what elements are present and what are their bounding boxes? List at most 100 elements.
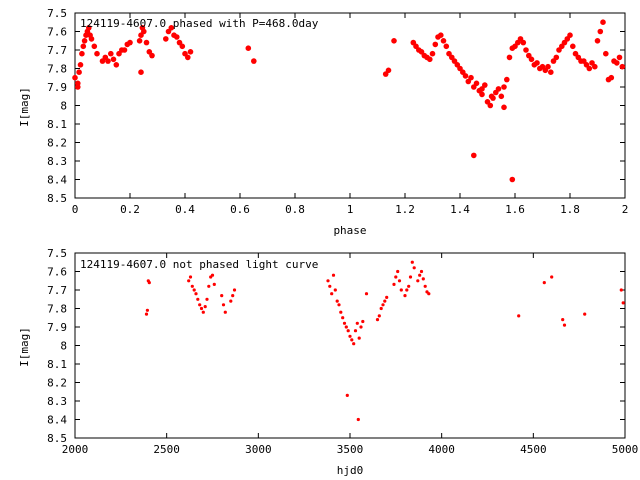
data-point (614, 60, 620, 66)
data-point (203, 305, 207, 309)
y-tick-label: 8.4 (47, 414, 67, 427)
data-point (427, 292, 431, 296)
data-point (94, 50, 100, 57)
data-point (357, 336, 361, 340)
data-point (127, 39, 133, 46)
data-point (473, 80, 480, 87)
data-point (570, 43, 576, 50)
data-point (147, 281, 151, 285)
data-point (381, 303, 385, 307)
data-point (201, 310, 205, 314)
y-tick-label: 8.4 (47, 174, 67, 187)
data-point (594, 38, 601, 44)
data-point (550, 275, 554, 279)
data-point (440, 38, 447, 44)
data-point (194, 292, 198, 296)
data-point (421, 277, 425, 281)
data-point (501, 104, 507, 111)
data-point (438, 32, 444, 38)
data-point (110, 56, 117, 63)
data-point (479, 86, 485, 92)
data-point (385, 67, 392, 74)
y-tick-label: 7.9 (47, 321, 67, 334)
x-tick-label: 1.6 (505, 203, 525, 216)
data-point (600, 19, 606, 26)
data-point (77, 62, 84, 68)
unphased-light-curve-panel: 2000 2500 3000 3500 4000 4500 5000 7.5 7.6 7.7 7.8… (18, 247, 638, 477)
data-point (168, 25, 175, 31)
data-point (220, 294, 224, 298)
data-point (479, 91, 485, 98)
y-axis-label: I[mag] (18, 87, 31, 127)
data-point (326, 279, 330, 283)
data-point (592, 63, 598, 70)
axis-ticks: 2000 2500 3000 3500 4000 4500 5000 7.5 7.6 7.7 7.8… (47, 247, 638, 456)
y-tick-label: 7.6 (47, 26, 67, 39)
data-point (361, 319, 365, 324)
data-point (198, 303, 202, 307)
data-point (136, 38, 143, 44)
data-point (72, 74, 78, 81)
data-point (138, 69, 144, 75)
y-tick-label: 8.1 (47, 358, 67, 371)
data-point (145, 308, 149, 312)
y-axis-label: I[mag] (18, 327, 31, 367)
data-point (468, 74, 474, 81)
data-point (495, 86, 502, 92)
data-point (443, 43, 450, 50)
data-point (377, 314, 381, 318)
data-point (210, 273, 215, 277)
data-point (597, 28, 604, 35)
data-points (72, 19, 626, 183)
data-point (223, 310, 227, 314)
data-point (359, 325, 363, 329)
x-tick-label: 1.2 (395, 203, 415, 216)
data-point (330, 292, 334, 296)
data-point (583, 312, 587, 316)
data-point (399, 288, 403, 292)
data-point (333, 288, 337, 292)
data-point (141, 28, 147, 35)
data-point (350, 338, 354, 342)
data-point (341, 316, 345, 320)
data-point (375, 318, 380, 322)
x-tick-label: 0 (72, 203, 79, 216)
data-point (205, 297, 209, 301)
data-point (356, 417, 360, 422)
data-point (232, 288, 237, 292)
data-point (501, 84, 507, 90)
data-point (534, 60, 540, 66)
data-point (394, 275, 398, 279)
data-point (335, 299, 339, 303)
data-point (221, 303, 226, 307)
data-point (105, 58, 111, 64)
data-point (251, 58, 257, 64)
data-point (113, 62, 120, 68)
data-point (471, 152, 477, 159)
y-tick-label: 7.5 (47, 7, 67, 20)
x-axis-label: phase (333, 224, 366, 237)
x-tick-label: 0.8 (285, 203, 305, 216)
data-point (562, 323, 567, 327)
data-point (75, 84, 81, 90)
data-point (542, 281, 546, 285)
plot-frame (74, 252, 626, 439)
data-point (344, 325, 348, 329)
data-point (498, 93, 505, 100)
chart-title: 124119-4607.0 phased with P=468.0day (80, 17, 319, 30)
data-point (412, 266, 416, 270)
x-tick-label: 0.6 (230, 203, 250, 216)
data-point (346, 329, 350, 333)
data-point (207, 284, 211, 288)
data-point (545, 63, 551, 70)
data-point (423, 284, 427, 288)
data-point (520, 39, 527, 46)
y-tick-label: 7.8 (47, 63, 67, 76)
data-point (509, 176, 516, 183)
y-tick-label: 8.3 (47, 395, 67, 408)
data-point (174, 34, 180, 40)
y-tick-label: 8.5 (47, 192, 67, 205)
y-tick-label: 7.7 (47, 44, 67, 57)
data-point (188, 275, 193, 279)
